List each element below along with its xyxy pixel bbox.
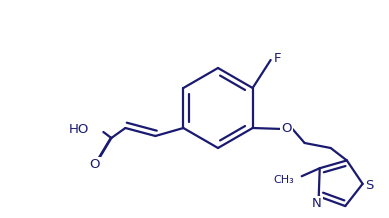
Text: HO: HO [69,123,89,136]
Text: F: F [274,52,281,65]
Text: O: O [281,122,292,135]
Text: N: N [312,198,322,210]
Text: CH₃: CH₃ [273,175,294,185]
Text: S: S [365,179,374,192]
Text: O: O [89,158,100,171]
